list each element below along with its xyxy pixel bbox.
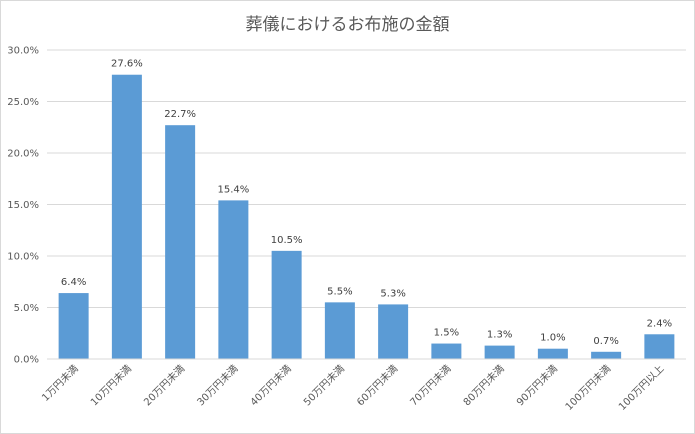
x-tick-label: 100万円未満: [563, 363, 613, 413]
y-tick-label: 20.0%: [7, 149, 39, 160]
data-label: 5.5%: [327, 286, 352, 297]
bar: [591, 351, 622, 359]
data-label: 2.4%: [647, 318, 672, 329]
bar: [644, 334, 675, 359]
data-label: 6.4%: [61, 277, 86, 288]
bar: [111, 74, 142, 359]
data-label: 1.5%: [434, 328, 459, 339]
x-tick-label: 20万円未満: [141, 363, 187, 409]
x-tick-label: 80万円未満: [461, 363, 507, 409]
bar: [271, 250, 302, 359]
y-tick-label: 30.0%: [7, 46, 39, 57]
y-tick-label: 10.0%: [7, 252, 39, 263]
data-label: 10.5%: [271, 235, 303, 246]
data-label: 0.7%: [593, 336, 618, 347]
data-label: 22.7%: [164, 109, 196, 120]
data-labels: 6.4% 27.6% 22.7% 15.4% 10.5% 5.5% 5.3% 1.5% 1.3%…: [61, 59, 672, 347]
x-tick-label: 50万円未満: [301, 363, 347, 409]
x-tick-label: 30万円未満: [195, 363, 241, 409]
bar: [324, 302, 355, 359]
bar: [537, 348, 568, 359]
bar: [58, 293, 89, 359]
x-tick-label: 70万円未満: [408, 363, 454, 409]
x-tick-label: 10万円未満: [88, 363, 134, 409]
y-tick-label: 25.0%: [7, 97, 39, 108]
x-axis-labels: 1万円未満 10万円未満 20万円未満 30万円未満 40万円未満 50万円未満 60万円未…: [39, 363, 666, 413]
x-tick-label: 1万円未満: [39, 363, 80, 404]
bar: [431, 343, 462, 359]
data-label: 1.0%: [540, 333, 565, 344]
data-label: 27.6%: [111, 59, 143, 70]
chart-title: 葬儀におけるお布施の金額: [245, 15, 450, 35]
bar: [218, 200, 249, 359]
y-tick-label: 15.0%: [7, 200, 39, 211]
bar: [484, 345, 515, 359]
data-label: 5.3%: [380, 288, 405, 299]
x-tick-label: 40万円未満: [248, 363, 294, 409]
y-axis-ticks: 0.0% 5.0% 10.0% 15.0% 20.0% 25.0% 30.0%: [7, 46, 39, 366]
data-label: 15.4%: [217, 184, 249, 195]
x-tick-label: 60万円未満: [354, 363, 400, 409]
bars: [58, 74, 675, 359]
x-tick-label: 100万円以上: [616, 363, 666, 413]
bar: [378, 304, 409, 359]
gridlines: [47, 49, 686, 308]
y-tick-label: 5.0%: [14, 303, 39, 314]
x-tick-label: 90万円未満: [514, 363, 560, 409]
bar: [165, 125, 196, 359]
data-label: 1.3%: [487, 330, 512, 341]
y-tick-label: 0.0%: [14, 355, 39, 366]
